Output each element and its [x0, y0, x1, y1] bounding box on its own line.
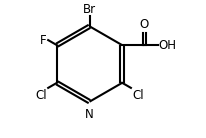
- Text: Cl: Cl: [35, 89, 47, 102]
- Text: N: N: [85, 108, 94, 121]
- Text: OH: OH: [158, 39, 177, 52]
- Text: O: O: [140, 18, 149, 31]
- Text: Cl: Cl: [132, 89, 144, 102]
- Text: Br: Br: [83, 2, 96, 16]
- Text: F: F: [40, 34, 47, 47]
